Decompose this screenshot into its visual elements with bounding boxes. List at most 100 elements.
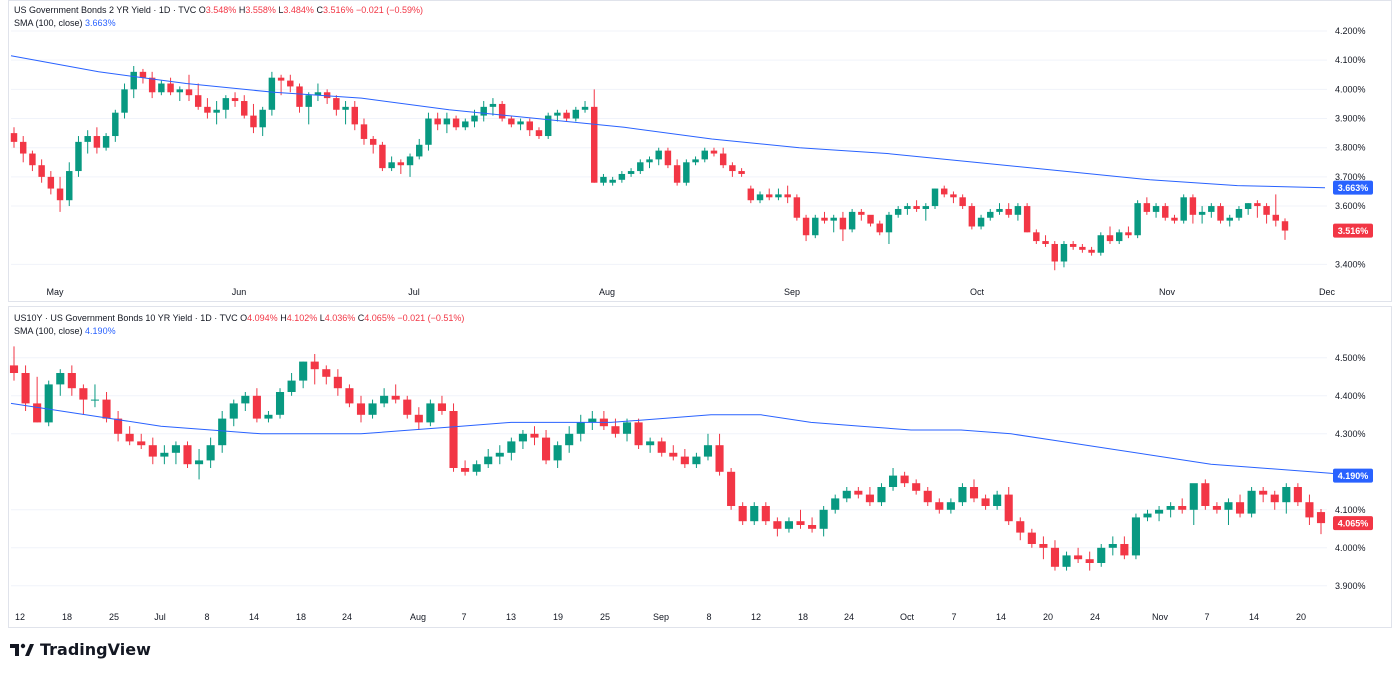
x-tick-label: Jul	[154, 612, 166, 622]
candle-up	[958, 487, 967, 503]
candle-down	[1027, 532, 1036, 544]
candle-down	[1039, 544, 1048, 548]
candle-down	[391, 395, 400, 400]
x-tick-label: 25	[600, 612, 610, 622]
candle-down	[277, 77, 285, 81]
candle-up	[229, 403, 238, 419]
candle-up	[176, 89, 184, 93]
candle-down	[437, 403, 447, 411]
candle-down	[1178, 506, 1187, 510]
candle-up	[572, 109, 580, 119]
candle-down	[793, 197, 801, 218]
sma-line	[10, 402, 1362, 477]
candle-up	[102, 136, 110, 148]
candle-up	[305, 95, 312, 107]
candle-up	[637, 162, 644, 172]
legend-sma-line: SMA (100, close) 4.190%	[14, 326, 464, 336]
price-badge	[1333, 223, 1373, 238]
candle-down	[10, 133, 18, 142]
x-tick-label: 7	[461, 612, 466, 622]
candle-up	[480, 106, 487, 116]
candle-down	[747, 188, 755, 201]
candle-down	[360, 124, 368, 139]
legend-sma-line: SMA (100, close) 3.663%	[14, 18, 423, 28]
candle-down	[19, 141, 27, 154]
candle-up	[931, 188, 939, 207]
candle-down	[784, 194, 791, 198]
candle-down	[1212, 506, 1221, 510]
chart-pane-10yr[interactable]: US10Y · US Government Bonds 10 YR Yield …	[8, 306, 1392, 628]
candle-up	[489, 103, 497, 107]
candle-down	[1079, 246, 1086, 250]
candle-down	[137, 441, 146, 446]
candle-up	[222, 98, 230, 110]
candle-up	[1062, 555, 1071, 567]
candle-up	[692, 456, 701, 465]
candle-down	[1189, 197, 1197, 215]
x-tick-label: 14	[996, 612, 1006, 622]
x-tick-label: 8	[706, 612, 711, 622]
y-tick-label: 3.600%	[1335, 201, 1366, 211]
sma-value: 3.663%	[85, 18, 116, 28]
x-tick-label: 18	[296, 612, 306, 622]
candle-up	[756, 194, 764, 201]
candle-down	[204, 106, 211, 113]
ohlc-open: 3.548%	[205, 5, 237, 15]
price-badge-label: 4.065%	[1338, 519, 1369, 529]
candle-down	[738, 171, 745, 174]
candle-up	[443, 118, 451, 125]
ohlc-o-label: O	[198, 5, 206, 15]
sma-label: SMA (100, close)	[14, 326, 83, 336]
candle-down	[839, 217, 847, 230]
candle-down	[310, 361, 319, 370]
candle-up	[1060, 243, 1068, 262]
candle-down	[673, 165, 681, 183]
candle-down	[535, 130, 543, 137]
candle-up	[1115, 232, 1123, 242]
candle-down	[287, 80, 294, 87]
chart-pane-2yr[interactable]: US Government Bonds 2 YR Yield · 1D · TV…	[8, 0, 1392, 302]
symbol-title: US10Y · US Government Bonds 10 YR Yield …	[14, 313, 238, 323]
candle-down	[1074, 555, 1083, 560]
x-tick-label: 25	[109, 612, 119, 622]
candle-up	[259, 109, 266, 128]
candle-down	[1263, 206, 1270, 215]
candle-up	[484, 456, 493, 465]
candle-up	[946, 502, 955, 510]
x-tick-label: 7	[951, 612, 956, 622]
candle-down	[148, 77, 156, 93]
candle-down	[634, 422, 643, 446]
ohlc-o-label: O	[240, 313, 248, 323]
x-tick-label: 12	[15, 612, 25, 622]
candle-down	[114, 418, 123, 434]
candle-up	[368, 403, 377, 415]
candle-up	[588, 418, 597, 423]
legend-2yr: US Government Bonds 2 YR Yield · 1D · TV…	[14, 5, 423, 28]
candle-down	[1143, 203, 1151, 212]
candle-up	[646, 441, 655, 446]
candle-up	[1152, 206, 1160, 212]
candle-down	[773, 521, 782, 529]
candle-up	[160, 452, 169, 457]
candle-down	[727, 471, 736, 506]
ohlc-close: 3.516%	[322, 5, 354, 15]
x-tick-label: 12	[751, 612, 761, 622]
candle-up	[703, 445, 713, 457]
candle-up	[112, 112, 119, 137]
x-tick-label: Dec	[1319, 287, 1336, 297]
candle-down	[867, 214, 874, 224]
candle-down	[1016, 521, 1025, 533]
candle-up	[518, 433, 527, 442]
candle-up	[380, 395, 389, 404]
tradingview-logo[interactable]: TradingView	[10, 640, 151, 659]
candle-up	[1097, 235, 1105, 253]
ohlc-c-label: C	[316, 5, 323, 15]
candle-down	[969, 487, 979, 499]
x-tick-label: 19	[553, 612, 563, 622]
x-tick-label: Aug	[410, 612, 426, 622]
candle-up	[268, 77, 276, 110]
ohlc-open: 4.094%	[247, 313, 278, 323]
candle-up	[471, 115, 478, 122]
candle-down	[29, 153, 36, 166]
candle-down	[1259, 490, 1268, 495]
